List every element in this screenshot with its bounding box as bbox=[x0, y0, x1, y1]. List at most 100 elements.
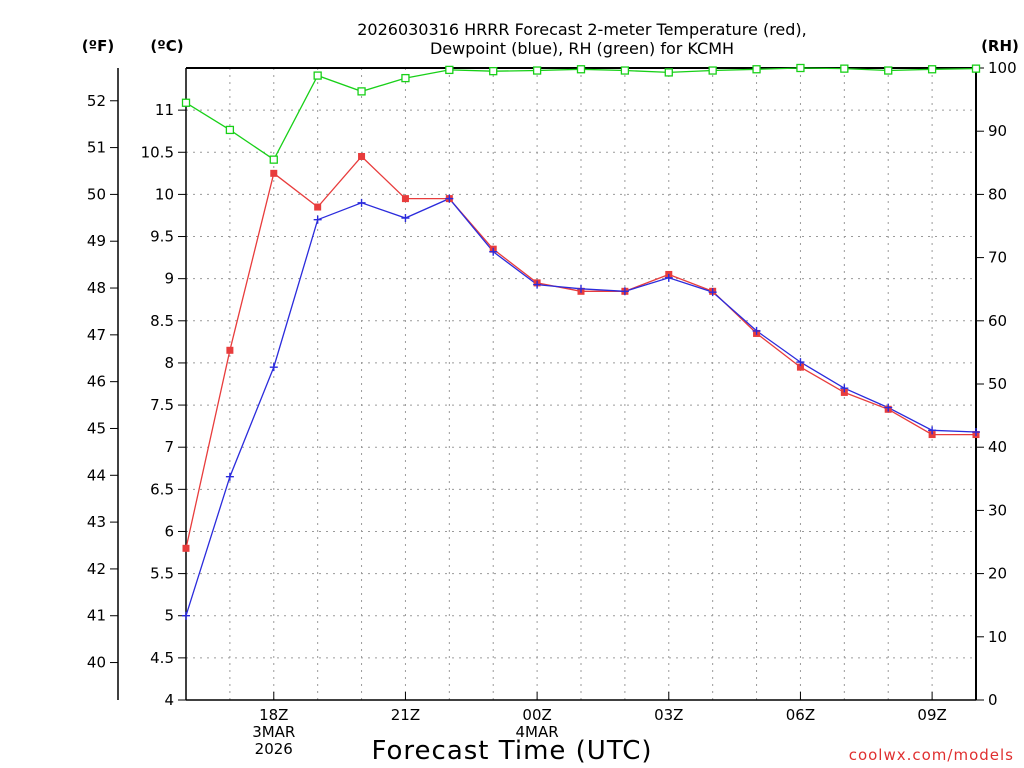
rh-tick-label: 30 bbox=[988, 501, 1007, 519]
fahrenheit-tick-label: 52 bbox=[87, 92, 106, 110]
rh-point bbox=[927, 65, 937, 74]
fahrenheit-tick-label: 41 bbox=[87, 607, 106, 625]
rh-point bbox=[620, 66, 630, 75]
dewpoint-point bbox=[269, 363, 278, 372]
dewpoint-point bbox=[752, 326, 761, 335]
x-tick-label: 3MAR bbox=[252, 723, 295, 741]
x-tick-label: 09Z bbox=[917, 706, 946, 724]
celsius-tick-label: 5.5 bbox=[150, 565, 174, 583]
fahrenheit-tick-label: 50 bbox=[87, 185, 106, 203]
rh-tick-label: 0 bbox=[988, 691, 998, 709]
rh-tick-label: 60 bbox=[988, 312, 1007, 330]
x-tick-label: 21Z bbox=[391, 706, 420, 724]
rh-point bbox=[532, 66, 542, 75]
temperature-point bbox=[840, 388, 848, 396]
dewpoint-point bbox=[972, 428, 980, 437]
chart-title-line-2: Dewpoint (blue), RH (green) for KCMH bbox=[430, 39, 734, 58]
dewpoint-point bbox=[182, 611, 190, 620]
x-tick-label: 4MAR bbox=[516, 723, 559, 741]
rh-point bbox=[576, 65, 586, 74]
x-tick-label: 2026 bbox=[255, 740, 293, 758]
dewpoint-point bbox=[225, 472, 234, 481]
fahrenheit-tick-label: 45 bbox=[87, 419, 106, 437]
celsius-tick-label: 9.5 bbox=[150, 228, 174, 246]
rh-point bbox=[313, 71, 322, 80]
temperature-point bbox=[796, 363, 804, 371]
dewpoint-point bbox=[708, 288, 717, 297]
celsius-tick-label: 8 bbox=[164, 354, 174, 372]
rh-point bbox=[840, 64, 849, 73]
dewpoint-point bbox=[401, 213, 410, 222]
rh-point bbox=[708, 66, 717, 75]
temperature-point bbox=[401, 195, 409, 203]
dewpoint-line bbox=[185, 197, 977, 616]
celsius-tick-label: 10.5 bbox=[141, 143, 174, 161]
credit-text: coolwx.com/models bbox=[849, 746, 1014, 764]
dewpoint-point bbox=[489, 247, 498, 256]
rh-tick-label: 50 bbox=[988, 375, 1007, 393]
rh-tick-label: 90 bbox=[988, 122, 1007, 140]
dewpoint-point bbox=[313, 215, 322, 224]
celsius-tick-label: 6 bbox=[164, 522, 174, 540]
rh-point bbox=[225, 125, 235, 135]
rh-point bbox=[269, 155, 278, 164]
x-tick-label: 03Z bbox=[654, 706, 683, 724]
fahrenheit-unit-label: (ºF) bbox=[82, 37, 114, 55]
fahrenheit-tick-label: 43 bbox=[87, 513, 106, 531]
rh-tick-label: 100 bbox=[988, 59, 1017, 77]
celsius-tick-label: 4 bbox=[164, 691, 174, 709]
chart-title-line-1: 2026030316 HRRR Forecast 2-meter Tempera… bbox=[357, 20, 807, 39]
rh-tick-label: 70 bbox=[988, 249, 1007, 267]
rh-point bbox=[489, 67, 498, 76]
celsius-tick-label: 7.5 bbox=[150, 396, 174, 414]
rh-point bbox=[796, 63, 805, 73]
dewpoint-point bbox=[884, 403, 893, 412]
tick-labels: 4 4.5 5 5.5 6 6.5 7 7.5 8 8.5 9 9.5 10 10.5 11 40 41 42 43… bbox=[87, 59, 1017, 758]
celsius-tick-label: 10 bbox=[155, 185, 174, 203]
rh-tick-label: 10 bbox=[988, 628, 1007, 646]
dewpoint-point bbox=[664, 273, 673, 282]
fahrenheit-tick-label: 48 bbox=[87, 279, 106, 297]
rh-point bbox=[401, 73, 410, 83]
fahrenheit-tick-label: 46 bbox=[87, 373, 106, 391]
rh-point bbox=[181, 98, 191, 107]
celsius-tick-label: 7 bbox=[164, 438, 174, 456]
temperature-point bbox=[182, 544, 190, 552]
celsius-tick-label: 11 bbox=[155, 101, 174, 119]
x-tick-label: 00Z bbox=[522, 706, 551, 724]
series-markers bbox=[181, 63, 981, 620]
rh-point bbox=[971, 64, 981, 73]
temperature-point bbox=[226, 346, 234, 354]
temperature-point bbox=[314, 203, 322, 211]
rh-point bbox=[664, 68, 673, 77]
x-tick-label: 06Z bbox=[786, 706, 815, 724]
temperature-point bbox=[928, 431, 936, 439]
rh-tick-label: 40 bbox=[988, 438, 1007, 456]
rh-unit-label: (RH) bbox=[981, 37, 1019, 55]
axes bbox=[110, 67, 984, 701]
dewpoint-point bbox=[620, 287, 629, 296]
x-axis-label: Forecast Time (UTC) bbox=[371, 736, 652, 766]
dewpoint-point bbox=[533, 280, 542, 289]
rh-tick-label: 20 bbox=[988, 565, 1007, 583]
rh-point bbox=[884, 66, 893, 75]
fahrenheit-tick-label: 51 bbox=[87, 139, 106, 157]
fahrenheit-tick-label: 40 bbox=[87, 654, 106, 672]
grid-lines bbox=[186, 68, 976, 701]
temperature-point bbox=[358, 152, 366, 160]
temperature-point bbox=[270, 169, 278, 177]
celsius-tick-label: 5 bbox=[164, 607, 174, 625]
celsius-tick-label: 8.5 bbox=[150, 312, 174, 330]
rh-tick-label: 80 bbox=[988, 185, 1007, 203]
celsius-tick-label: 6.5 bbox=[150, 480, 174, 498]
celsius-tick-label: 9 bbox=[164, 270, 174, 288]
dewpoint-point bbox=[445, 194, 454, 203]
celsius-unit-label: (ºC) bbox=[150, 37, 183, 55]
rh-point bbox=[445, 65, 454, 75]
dewpoint-point bbox=[577, 284, 585, 293]
dewpoint-point bbox=[357, 198, 366, 207]
fahrenheit-tick-label: 44 bbox=[87, 466, 106, 484]
rh-point bbox=[357, 87, 366, 96]
fahrenheit-tick-label: 42 bbox=[87, 560, 106, 578]
